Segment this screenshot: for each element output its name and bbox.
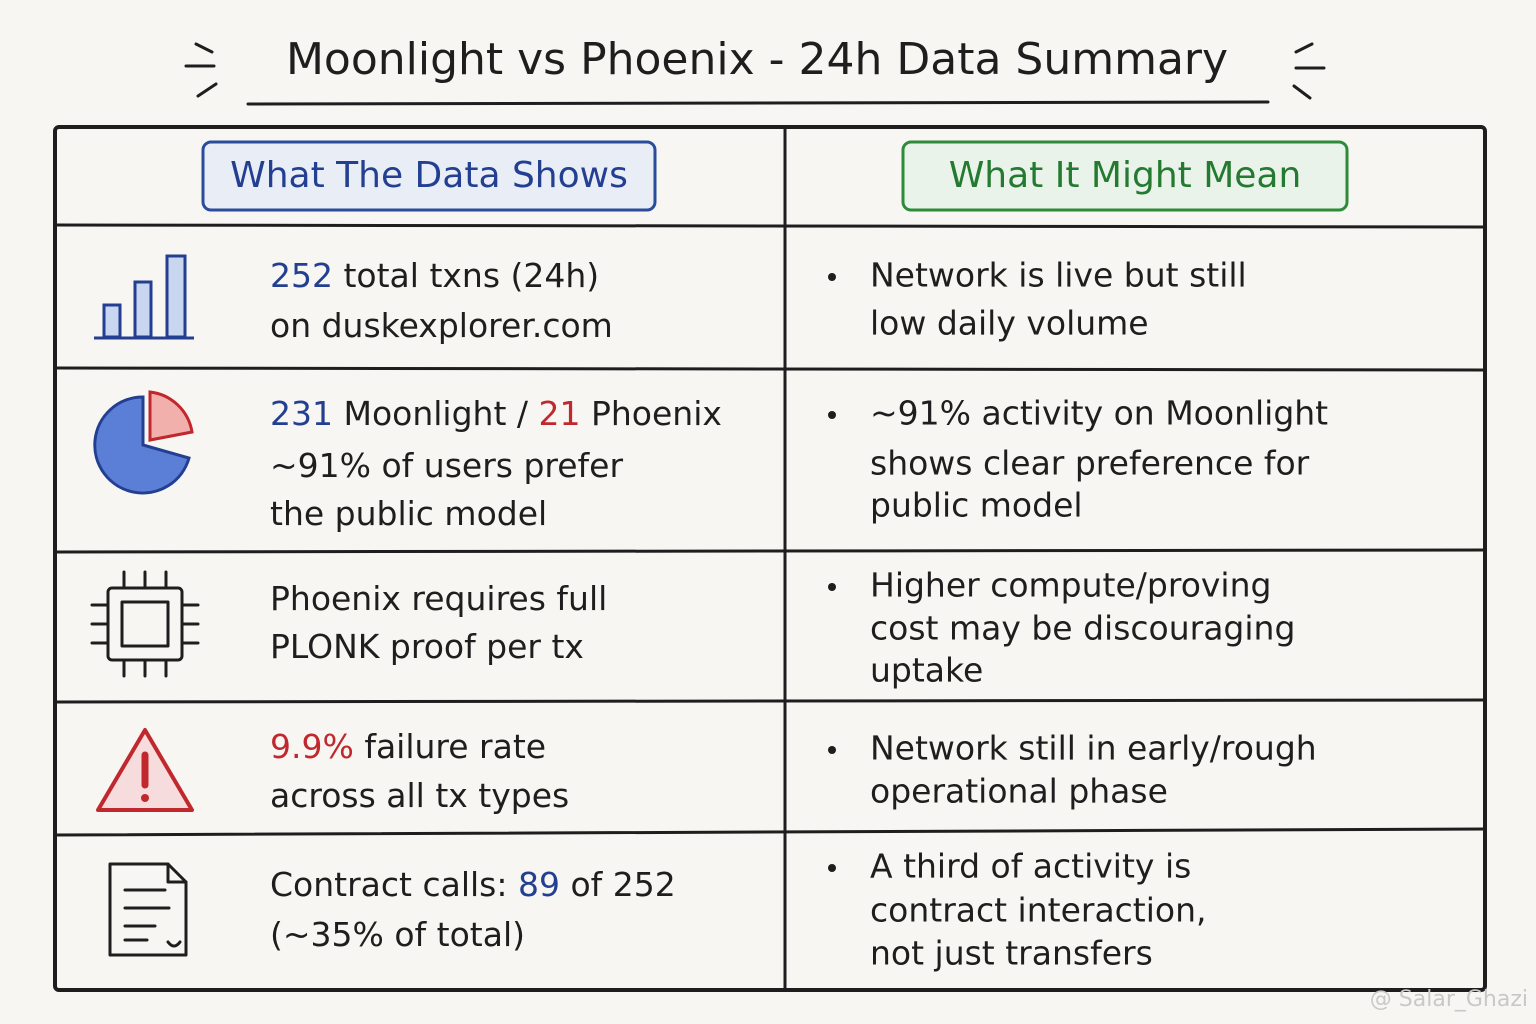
cell-text: on duskexplorer.com xyxy=(270,306,613,345)
title: Moonlight vs Phoenix - 24h Data Summary xyxy=(286,34,1228,85)
cell-text: low daily volume xyxy=(870,304,1149,343)
text-segment: ~91% of users prefer xyxy=(270,446,623,485)
text-segment: 252 xyxy=(270,256,333,295)
cell-text: PLONK proof per tx xyxy=(270,627,584,666)
text-segment: Moonlight / xyxy=(333,394,539,433)
cell-text: ~91% of users prefer xyxy=(270,446,623,485)
chip-icon xyxy=(90,570,200,678)
watermark: @ Salar_Ghazi xyxy=(1370,987,1528,1012)
header-box xyxy=(201,140,657,212)
cell-text: shows clear preference for xyxy=(870,444,1310,483)
bullet xyxy=(828,583,836,591)
cell-text: public model xyxy=(870,486,1083,525)
cell-text: Higher compute/proving xyxy=(870,566,1271,605)
cell-text: operational phase xyxy=(870,772,1168,811)
bullet xyxy=(828,864,836,872)
cell-text: 9.9% failure rate xyxy=(270,727,546,766)
cell-text: the public model xyxy=(270,494,547,533)
table-content: 252 total txns (24h) on duskexplorer.com N… xyxy=(270,256,1328,973)
warning-icon xyxy=(96,728,194,812)
text-segment: the public model xyxy=(270,494,547,533)
text-segment: on duskexplorer.com xyxy=(270,306,613,345)
text-segment: 9.9% xyxy=(270,727,354,766)
pie-chart-icon xyxy=(93,390,194,495)
cell-text: 231 Moonlight / 21 Phoenix xyxy=(270,394,722,433)
text-segment: 89 xyxy=(518,865,560,904)
column-header: What The Data Shows xyxy=(230,155,628,196)
text-segment: Contract calls: xyxy=(270,865,518,904)
text-segment: PLONK proof per tx xyxy=(270,627,584,666)
column-header: What It Might Mean xyxy=(949,155,1302,196)
text-segment: across all tx types xyxy=(270,776,569,815)
table-grid xyxy=(53,125,1487,992)
cell-text: not just transfers xyxy=(870,934,1153,973)
bullet xyxy=(828,411,836,419)
cell-text: (~35% of total) xyxy=(270,915,525,954)
bullet xyxy=(828,273,836,281)
cell-text: across all tx types xyxy=(270,776,569,815)
text-segment: failure rate xyxy=(354,727,546,766)
text-segment: 231 xyxy=(270,394,333,433)
header-box xyxy=(901,140,1349,212)
bullet xyxy=(828,746,836,754)
text-segment: of 252 xyxy=(560,865,676,904)
cell-text: A third of activity is xyxy=(870,847,1191,886)
title-decoration xyxy=(184,42,1326,106)
text-segment: (~35% of total) xyxy=(270,915,525,954)
cell-text: uptake xyxy=(870,651,983,690)
cell-text: contract interaction, xyxy=(870,891,1207,930)
cell-text: Network is live but still xyxy=(870,256,1247,295)
cell-text: 252 total txns (24h) xyxy=(270,256,599,295)
cell-text: Phoenix requires full xyxy=(270,579,607,618)
bar-chart-icon xyxy=(94,254,194,340)
cell-text: cost may be discouraging xyxy=(870,609,1295,648)
cell-text: ~91% activity on Moonlight xyxy=(870,394,1328,433)
text-segment: 21 xyxy=(539,394,581,433)
cell-text: Network still in early/rough xyxy=(870,729,1317,768)
text-segment: Phoenix xyxy=(581,394,722,433)
text-segment: total txns (24h) xyxy=(333,256,599,295)
text-segment: Phoenix requires full xyxy=(270,579,607,618)
document-icon xyxy=(108,862,188,957)
cell-text: Contract calls: 89 of 252 xyxy=(270,865,676,904)
